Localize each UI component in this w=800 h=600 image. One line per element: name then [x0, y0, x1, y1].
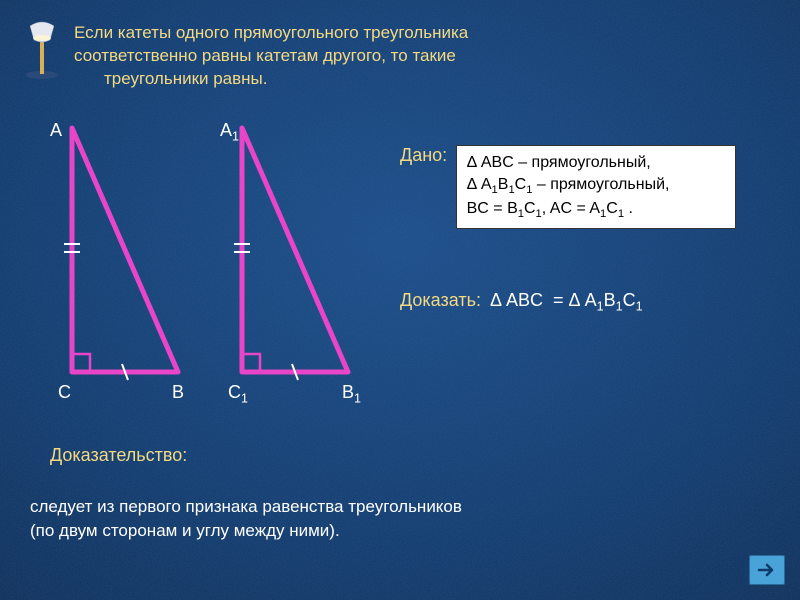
given-section: Дано: Δ ABC – прямоугольный, Δ A1B1C1 – …: [400, 145, 780, 229]
theorem-header: Если катеты одного прямоугольного треуго…: [0, 0, 800, 101]
proof-line2: (по двум сторонам и углу между ними).: [30, 519, 462, 543]
given-line3: BC = B1C1, AC = A1C1 .: [467, 198, 725, 222]
prove-text: Δ ABC = Δ A1B1C1: [490, 290, 643, 310]
arrow-right-icon: [757, 562, 777, 578]
given-label: Дано:: [400, 145, 447, 166]
prove-section: Доказать: Δ ABC = Δ A1B1C1: [400, 290, 643, 314]
next-button[interactable]: [749, 555, 785, 585]
proof-line1: следует из первого признака равенства тр…: [30, 495, 462, 519]
theorem-line1: Если катеты одного прямоугольного треуго…: [74, 22, 468, 45]
given-line1: Δ ABC – прямоугольный,: [467, 152, 725, 174]
triangle-abc: [64, 128, 178, 380]
theorem-line3: треугольники равны.: [74, 68, 468, 91]
given-box: Δ ABC – прямоугольный, Δ A1B1C1 – прямоу…: [456, 145, 736, 229]
given-line2: Δ A1B1C1 – прямоугольный,: [467, 174, 725, 198]
label-c: C: [58, 382, 71, 403]
proof-text: следует из первого признака равенства тр…: [30, 495, 462, 543]
theorem-line2: соответственно равны катетам другого, то…: [74, 45, 468, 68]
lamp-icon: [20, 20, 64, 80]
prove-label: Доказать:: [400, 290, 481, 310]
label-c1: C1: [228, 382, 248, 406]
label-a1: A1: [220, 120, 239, 144]
label-b: B: [172, 382, 184, 403]
label-a: A: [50, 120, 62, 141]
triangles-svg: [20, 120, 390, 420]
proof-label: Доказательство:: [50, 445, 187, 466]
theorem-text: Если катеты одного прямоугольного треуго…: [74, 20, 468, 91]
triangles-diagram: A B C A1 B1 C1: [20, 120, 390, 420]
label-b1: B1: [342, 382, 361, 406]
triangle-a1b1c1: [234, 128, 348, 380]
